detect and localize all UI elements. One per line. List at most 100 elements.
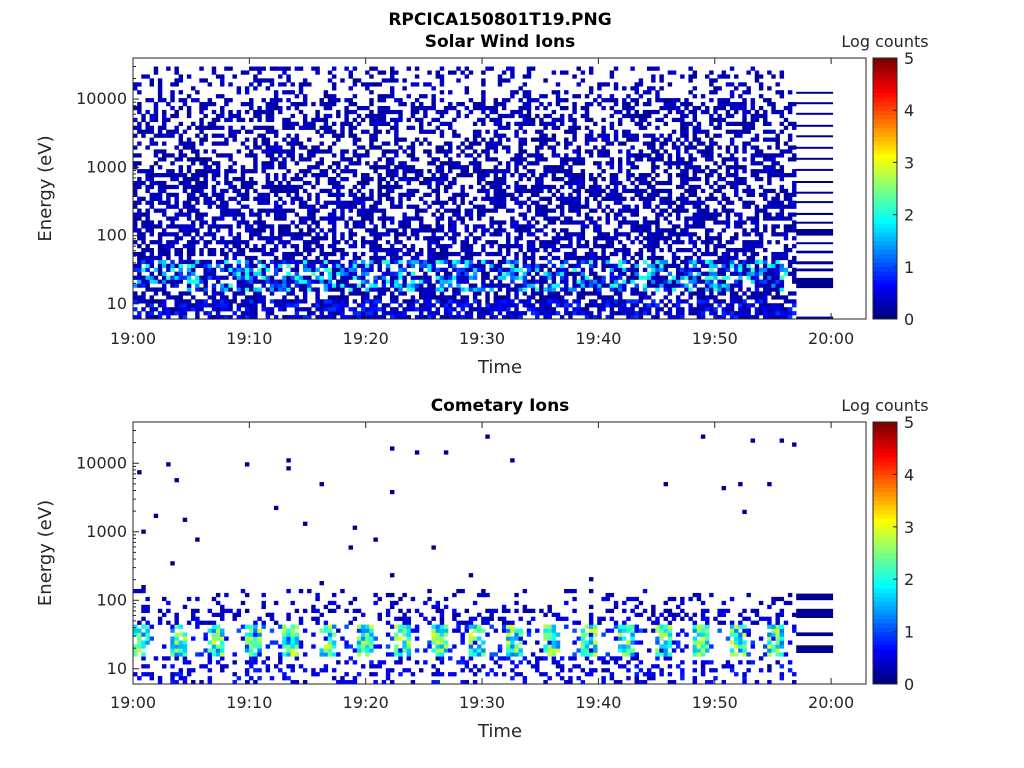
heatmap-cell <box>452 307 457 312</box>
heatmap-cell <box>576 180 581 186</box>
heatmap-cell <box>178 303 184 308</box>
heatmap-cell <box>340 216 345 221</box>
heatmap-cell <box>381 315 387 320</box>
heatmap-cell <box>427 275 432 280</box>
heatmap-cell <box>282 149 287 154</box>
heatmap-cell <box>535 153 540 158</box>
heatmap-cell <box>298 299 304 304</box>
heatmap-cell <box>389 216 395 221</box>
heatmap-cell <box>157 149 163 154</box>
heatmap-cell <box>456 113 461 119</box>
heatmap-cell <box>360 307 366 312</box>
heatmap-cell <box>323 307 329 312</box>
heatmap-cell <box>244 279 250 284</box>
heatmap-cell <box>298 275 304 280</box>
heatmap-cell <box>302 307 308 312</box>
heatmap-cell <box>244 287 250 292</box>
heatmap-cell <box>663 275 668 280</box>
heatmap-cell <box>609 125 615 130</box>
heatmap-cell <box>477 129 482 134</box>
heatmap-cell <box>365 263 370 269</box>
heatmap-cell <box>551 247 557 253</box>
heatmap-cell <box>742 125 747 130</box>
heatmap-cell <box>497 224 503 229</box>
heatmap-cell <box>203 271 208 276</box>
heatmap-cell <box>655 188 660 194</box>
heatmap-cell <box>443 200 449 205</box>
heatmap-cell <box>646 307 652 312</box>
heatmap-cell <box>145 74 150 79</box>
heatmap-cell <box>547 244 552 249</box>
heatmap-cell <box>692 240 698 245</box>
heatmap-cell <box>721 311 727 316</box>
heatmap-cell <box>651 283 656 288</box>
heatmap-cell <box>133 125 138 130</box>
heatmap-cell <box>742 149 747 154</box>
heatmap-cell <box>265 307 271 312</box>
heatmap-cell <box>133 133 138 138</box>
heatmap-cell <box>468 184 474 190</box>
heatmap-cell <box>265 200 271 205</box>
heatmap-cell <box>572 133 577 138</box>
heatmap-cell <box>468 303 474 308</box>
heatmap-cell <box>501 113 507 119</box>
heatmap-cell <box>410 271 416 276</box>
heatmap-cell <box>530 287 536 292</box>
heatmap-cell <box>191 236 196 241</box>
heatmap-cell <box>381 208 387 213</box>
heatmap-cell <box>331 82 337 87</box>
heatmap-cell <box>427 161 432 166</box>
heatmap-cell <box>249 299 254 304</box>
heatmap-cell <box>696 125 702 130</box>
heatmap-cell <box>224 263 229 269</box>
heatmap-cell <box>663 105 668 111</box>
heatmap-cell <box>501 98 507 103</box>
heatmap-cell <box>157 173 163 178</box>
heatmap-cell <box>331 141 337 146</box>
heatmap-cell <box>435 236 441 241</box>
heatmap-cell <box>746 255 751 261</box>
heatmap-cell <box>203 283 208 288</box>
heatmap-cell <box>721 102 727 107</box>
heatmap-cell <box>157 299 163 304</box>
heatmap-cell <box>348 74 353 79</box>
heatmap-cell <box>638 173 644 178</box>
heatmap-cell <box>518 287 523 292</box>
heatmap-cell <box>493 105 499 111</box>
heatmap-cell <box>680 176 685 182</box>
heatmap-cell <box>493 200 499 205</box>
heatmap-cell <box>249 153 254 158</box>
heatmap-cell <box>174 66 179 71</box>
heatmap-cell <box>435 307 441 312</box>
heatmap-cell <box>543 184 548 190</box>
heatmap-cell <box>398 255 403 261</box>
heatmap-cell <box>705 307 710 312</box>
heatmap-cell <box>564 291 569 296</box>
heatmap-cell <box>584 94 590 99</box>
heatmap-cell <box>655 307 660 312</box>
heatmap-cell <box>199 78 204 83</box>
heatmap-cell <box>348 208 353 213</box>
heatmap-cell <box>675 196 681 201</box>
heatmap-cell <box>522 184 528 190</box>
heatmap-cell <box>195 315 200 320</box>
heatmap-cell <box>265 196 271 201</box>
heatmap-cell <box>634 251 639 257</box>
heatmap-cell <box>709 228 714 233</box>
heatmap-cell <box>278 109 283 115</box>
heatmap-cell <box>477 212 482 217</box>
heatmap-cell <box>481 247 486 253</box>
heatmap-cell <box>481 94 486 99</box>
heatmap-cell <box>477 236 482 241</box>
heatmap-cell <box>149 176 155 182</box>
heatmap-cell <box>435 279 441 284</box>
heatmap-cell <box>174 247 179 253</box>
heatmap-cell <box>472 307 478 312</box>
heatmap-cell <box>738 271 743 276</box>
heatmap-cell <box>734 161 739 166</box>
heatmap-cell <box>261 200 266 205</box>
heatmap-cell <box>518 141 523 146</box>
heatmap-cell <box>290 200 295 205</box>
heatmap-cell <box>543 224 548 229</box>
heatmap-cell <box>547 283 552 288</box>
